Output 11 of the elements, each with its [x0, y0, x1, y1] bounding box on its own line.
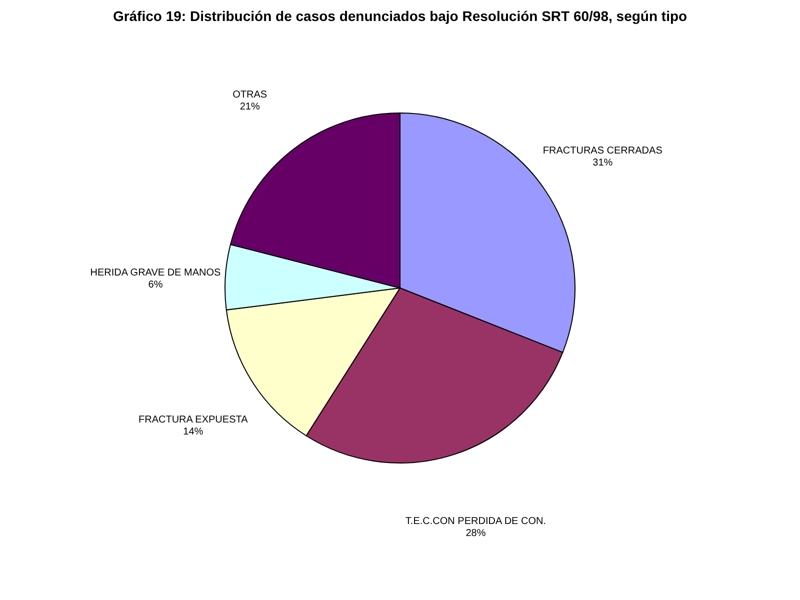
slice-label: HERIDA GRAVE DE MANOS: [90, 268, 222, 279]
data-label: 6%: [148, 280, 163, 291]
chart-title: Gráfico 19: Distribución de casos denunciados bajo Resolución SRT 60/98, según tipo: [112, 8, 688, 24]
slice-label: FRACTURA EXPUESTA: [138, 414, 248, 426]
slice-label: OTRAS: [232, 89, 268, 100]
slice-label: FRACTURAS CERRADAS: [542, 145, 663, 156]
data-label: 28%: [466, 528, 486, 540]
data-label: 31%: [592, 157, 613, 168]
data-label: 14%: [183, 426, 204, 438]
slice-label: T.E.C.CON PERDIDA DE CON.: [405, 516, 546, 528]
data-label: 21%: [240, 101, 260, 112]
